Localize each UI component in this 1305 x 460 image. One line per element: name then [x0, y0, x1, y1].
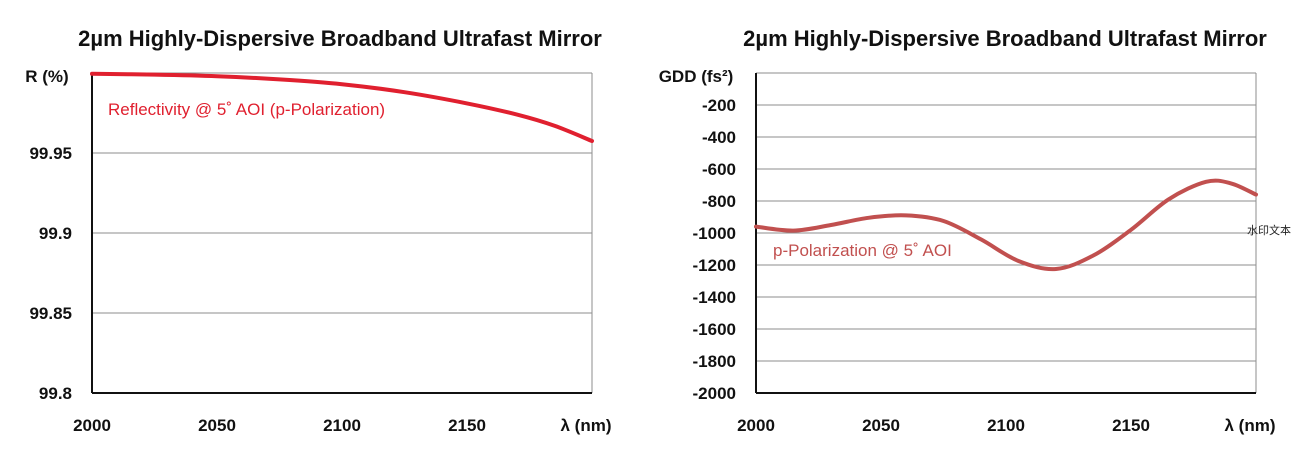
right-y-tick-label: -2000 [693, 384, 736, 403]
left-x-tick-label: 2050 [198, 416, 236, 435]
left-x-tick-label: 2100 [323, 416, 361, 435]
left-y-tick-label: 99.85 [29, 304, 72, 323]
right-y-tick-label: -1200 [693, 256, 736, 275]
right-series-label: p-Polarization @ 5˚ AOI [773, 241, 952, 260]
right-x-tick-label: 2150 [1112, 416, 1150, 435]
left-y-tick-label: 99.95 [29, 144, 72, 163]
right-series-line [754, 178, 1258, 272]
right-y-tick-label: -1600 [693, 320, 736, 339]
left-series-label: Reflectivity @ 5˚ AOI (p-Polarization) [108, 100, 385, 119]
left-y-tick-label: 99.9 [39, 224, 72, 243]
right-y-tick-label: -600 [702, 160, 736, 179]
left-x-tick-label: 2150 [448, 416, 486, 435]
right-x-tick-label: 2000 [737, 416, 775, 435]
right-y-tick-label: -1400 [693, 288, 736, 307]
right-chart-title: 2µm Highly-Dispersive Broadband Ultrafas… [743, 26, 1267, 51]
right-x-axis-label: λ (nm) [1225, 416, 1276, 435]
right-y-tick-label: -200 [702, 96, 736, 115]
right-y-tick-label: -800 [702, 192, 736, 211]
left-y-tick-label: 99.8 [39, 384, 72, 403]
left-x-tick-label: 2000 [73, 416, 111, 435]
right-y-tick-label: -400 [702, 128, 736, 147]
right-y-tick-label: -1800 [693, 352, 736, 371]
left-x-axis-label: λ (nm) [561, 416, 612, 435]
right-x-tick-label: 2050 [862, 416, 900, 435]
left-chart-title: 2µm Highly-Dispersive Broadband Ultrafas… [78, 26, 602, 51]
right-y-axis-label: GDD (fs²) [659, 67, 734, 86]
watermark-text: 水印文本 [1247, 223, 1291, 237]
right-y-tick-label: -1000 [693, 224, 736, 243]
left-y-axis-label: R (%) [25, 67, 68, 86]
left-series-line [90, 71, 594, 143]
right-x-tick-label: 2100 [987, 416, 1025, 435]
